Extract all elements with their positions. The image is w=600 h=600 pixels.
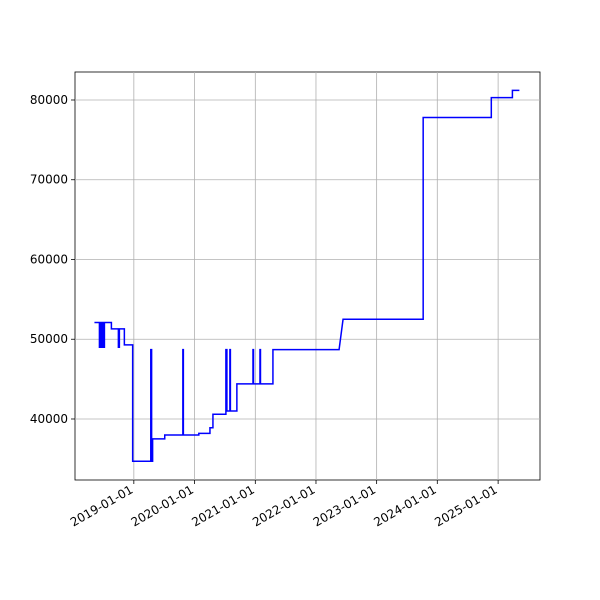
x-tick-label: 2025-01-01 — [432, 482, 499, 529]
y-tick-label: 70000 — [30, 173, 68, 187]
x-tick-label: 2023-01-01 — [311, 482, 378, 529]
x-tick-label: 2022-01-01 — [250, 482, 317, 529]
plot-frame — [74, 71, 541, 481]
y-tick-label: 40000 — [30, 412, 68, 426]
x-tick-label: 2020-01-01 — [129, 482, 196, 529]
x-tick-label: 2021-01-01 — [189, 482, 256, 529]
data-line — [94, 89, 520, 463]
y-tick-label: 80000 — [30, 93, 68, 107]
y-tick-label: 50000 — [30, 332, 68, 346]
y-tick-label: 60000 — [30, 252, 68, 266]
x-tick-label: 2019-01-01 — [68, 482, 135, 529]
x-tick-label: 2024-01-01 — [371, 482, 438, 529]
